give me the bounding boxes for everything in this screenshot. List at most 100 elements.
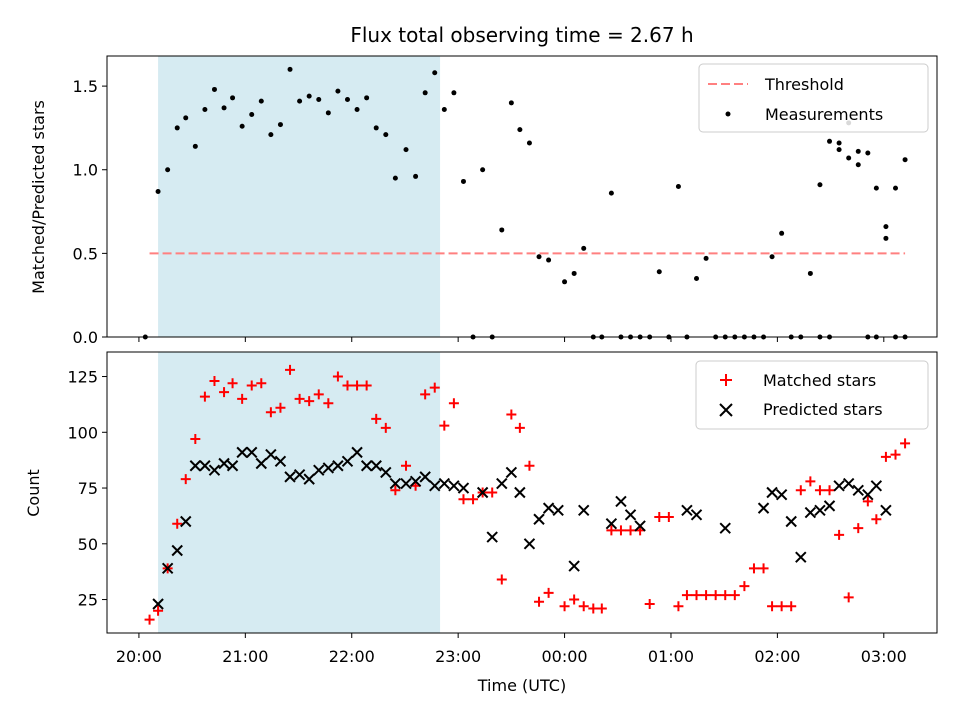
measurement-point xyxy=(383,132,389,138)
matched-star-point xyxy=(342,380,353,391)
matched-star-point xyxy=(786,601,797,612)
measurement-point xyxy=(165,167,171,173)
measurement-point xyxy=(202,107,208,113)
matched-star-point xyxy=(439,420,450,431)
top-axes-frame xyxy=(106,55,938,338)
measurement-point xyxy=(656,269,662,275)
predicted-star-point xyxy=(400,477,412,490)
matched-star-point xyxy=(681,590,692,601)
bottom-panel: 25 50 75 100 125 20:00 21:00 22:00 23:00 00:00 01… xyxy=(24,351,938,695)
measurement-point xyxy=(836,140,842,146)
predicted-star-point xyxy=(880,504,892,517)
predicted-star-point xyxy=(852,484,864,496)
measurement-point xyxy=(316,96,322,102)
measurement-point xyxy=(373,125,379,131)
predicted-star-point xyxy=(370,460,382,472)
bottom-legend: Matched stars Predicted stars xyxy=(695,360,929,430)
measurement-point xyxy=(779,230,785,236)
measurement-point xyxy=(422,90,428,96)
bottom-axes-frame xyxy=(106,351,938,634)
measurement-point xyxy=(335,88,341,94)
matched-star-point xyxy=(429,382,440,393)
predicted-star-point xyxy=(568,560,580,572)
matched-star-point xyxy=(720,590,731,601)
matched-star-point xyxy=(524,460,535,471)
measurement-point xyxy=(221,105,227,111)
top-y-ticks: 0.0 0.5 1.0 1.5 xyxy=(73,77,107,347)
matched-star-point xyxy=(190,433,201,444)
legend-matched-swatch xyxy=(720,374,732,386)
matched-star-point xyxy=(332,371,343,382)
legend-measurements-label: Measurements xyxy=(765,105,883,124)
matched-star-point xyxy=(313,389,324,400)
matched-star-point xyxy=(380,422,391,433)
measurement-point xyxy=(239,123,245,129)
predicted-star-point xyxy=(605,518,618,530)
predicted-star-point xyxy=(542,502,555,514)
measurement-point xyxy=(827,138,833,144)
matched-star-point xyxy=(758,563,769,574)
x-axis-label: Time (UTC) xyxy=(477,676,566,695)
predicted-star-point xyxy=(757,502,770,514)
predicted-star-point xyxy=(615,495,627,508)
x-tick-label: 01:00 xyxy=(648,647,694,666)
matched-star-point xyxy=(401,460,412,471)
predicted-star-point xyxy=(246,446,258,459)
predicted-star-point xyxy=(322,462,335,474)
predicted-star-point xyxy=(389,477,402,490)
predicted-star-point xyxy=(448,480,460,492)
matched-star-point xyxy=(569,594,580,605)
matched-star-point xyxy=(256,378,267,389)
matched-star-point xyxy=(448,398,459,409)
matched-star-point xyxy=(843,592,854,603)
measurement-point xyxy=(230,95,236,101)
measurement-point xyxy=(581,245,587,251)
measurement-point xyxy=(403,147,409,153)
predicted-star-point xyxy=(766,486,778,499)
measurement-point xyxy=(211,86,217,92)
predicted-star-point xyxy=(274,455,287,467)
matched-star-point xyxy=(834,529,845,540)
predicted-star-point xyxy=(161,562,174,575)
predicted-star-point xyxy=(189,460,202,472)
matched-star-point xyxy=(625,525,636,536)
matched-star-point xyxy=(390,485,401,496)
matched-star-point xyxy=(304,396,315,407)
matched-star-point xyxy=(246,380,257,391)
legend-predicted-swatch xyxy=(719,403,733,417)
measurement-point xyxy=(354,107,360,113)
measurement-point xyxy=(306,93,312,99)
matched-star-point xyxy=(237,393,248,404)
predicted-star-point xyxy=(690,509,703,521)
measurement-point xyxy=(855,148,861,154)
predicted-star-point xyxy=(795,551,807,563)
y-tick-label: 100 xyxy=(67,423,98,442)
matched-star-point xyxy=(654,512,665,523)
matched-star-point xyxy=(673,601,684,612)
matched-star-point xyxy=(691,590,702,601)
matched-star-point xyxy=(352,380,363,391)
matched-star-point xyxy=(371,413,382,424)
matched-star-point xyxy=(588,603,599,614)
top-legend: Threshold Measurements xyxy=(698,63,929,133)
measurement-point xyxy=(703,255,709,261)
measurement-point xyxy=(451,90,457,96)
matched-star-point xyxy=(615,525,626,536)
matched-star-point xyxy=(144,614,155,625)
predicted-star-point xyxy=(419,471,431,483)
predicted-stars-points xyxy=(152,446,892,610)
matched-star-point xyxy=(748,563,759,574)
predicted-star-point xyxy=(380,466,392,479)
matched-star-point xyxy=(701,590,712,601)
legend-predicted-label: Predicted stars xyxy=(763,400,883,419)
predicted-star-point xyxy=(624,509,637,521)
matched-star-point xyxy=(776,601,787,612)
measurement-point xyxy=(325,110,331,116)
measurement-point xyxy=(441,107,447,113)
predicted-star-point xyxy=(171,544,183,557)
predicted-star-point xyxy=(236,446,248,459)
measurement-point xyxy=(769,254,775,260)
measurement-point xyxy=(297,98,303,104)
matched-star-point xyxy=(805,476,816,487)
predicted-star-point xyxy=(152,598,164,610)
